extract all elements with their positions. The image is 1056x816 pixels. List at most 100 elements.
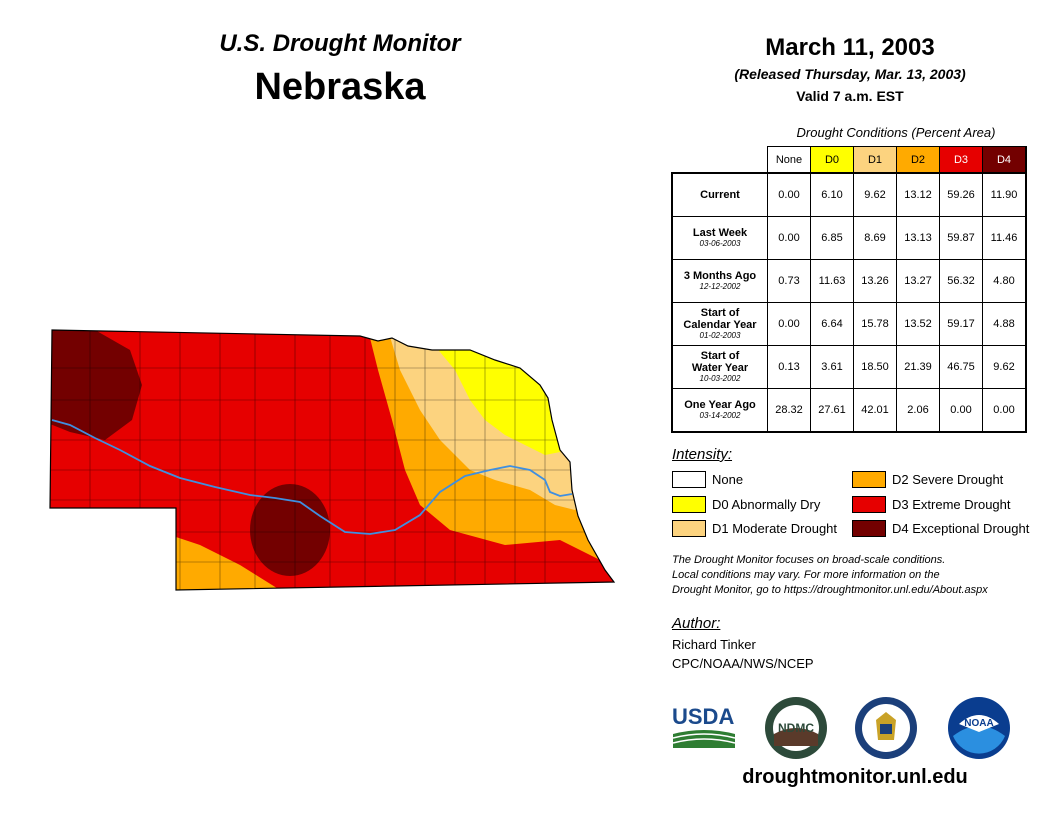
table-cell: 8.69 (853, 216, 897, 260)
table-cell: 59.87 (939, 216, 983, 260)
legend-swatch (852, 471, 886, 488)
author-org: CPC/NOAA/NWS/NCEP (672, 656, 814, 671)
nebraska-drought-map (49, 329, 616, 591)
svg-text:NDMC: NDMC (778, 721, 814, 735)
table-cell: 0.73 (767, 259, 811, 303)
table-header-row: None D0 D1 D2 D3 D4 (672, 146, 1027, 174)
svg-text:USDA: USDA (672, 704, 734, 729)
table-row: 3 Months Ago 12-12-2002 0.73 11.63 13.26 … (671, 259, 1027, 303)
d2-southwest-area (170, 535, 280, 590)
legend-swatch (672, 471, 706, 488)
table-cell: 9.62 (853, 172, 897, 217)
table-cell: 13.52 (896, 302, 940, 346)
row-label: Start of Calendar Year 01-02-2003 (671, 302, 768, 346)
row-label: 3 Months Ago 12-12-2002 (671, 259, 768, 303)
table-cell: 3.61 (810, 345, 854, 389)
col-d3: D3 (939, 146, 983, 174)
release-date: (Released Thursday, Mar. 13, 2003) (734, 66, 966, 82)
table-cell: 13.12 (896, 172, 940, 217)
legend-item-d3: D3 Extreme Drought (852, 496, 1011, 513)
row-date: 01-02-2003 (699, 331, 741, 340)
author-heading: Author: (672, 615, 721, 632)
legend-item-none: None (672, 471, 743, 488)
row-label: Last Week 03-06-2003 (671, 216, 768, 260)
row-label: Start of Water Year 10-03-2002 (671, 345, 768, 389)
table-cell: 28.32 (767, 388, 811, 433)
legend-swatch (852, 496, 886, 513)
table-row: One Year Ago 03-14-2002 28.32 27.61 42.01… (671, 388, 1027, 433)
d4-panhandle-area (50, 330, 142, 440)
legend-swatch (672, 520, 706, 537)
table-corner (672, 146, 768, 174)
table-cell: 27.61 (810, 388, 854, 433)
table-cell: 11.46 (982, 216, 1027, 260)
col-d1: D1 (853, 146, 897, 174)
table-cell: 59.17 (939, 302, 983, 346)
ndmc-logo: NDMC (764, 696, 828, 760)
table-cell: 13.13 (896, 216, 940, 260)
table-cell: 56.32 (939, 259, 983, 303)
col-none: None (767, 146, 811, 174)
commerce-seal-logo (854, 696, 918, 760)
valid-time: Valid 7 a.m. EST (796, 88, 904, 104)
legend-item-d0: D0 Abnormally Dry (672, 496, 820, 513)
row-label: One Year Ago 03-14-2002 (671, 388, 768, 433)
table-row: Last Week 03-06-2003 0.00 6.85 8.69 13.13… (671, 216, 1027, 260)
table-row: Start of Water Year 10-03-2002 0.13 3.61 1… (671, 345, 1027, 389)
table-cell: 18.50 (853, 345, 897, 389)
map-title: Nebraska (254, 66, 426, 108)
table-cell: 0.13 (767, 345, 811, 389)
author-name: Richard Tinker (672, 637, 756, 652)
legend-item-d1: D1 Moderate Drought (672, 520, 837, 537)
table-caption: Drought Conditions (Percent Area) (796, 125, 996, 140)
platte-river (51, 419, 573, 535)
row-date: 10-03-2002 (699, 374, 741, 383)
table-cell: 42.01 (853, 388, 897, 433)
table-cell: 4.88 (982, 302, 1027, 346)
table-cell: 11.90 (982, 172, 1027, 217)
table-cell: 4.80 (982, 259, 1027, 303)
usda-logo: USDA (671, 700, 737, 750)
table-cell: 6.85 (810, 216, 854, 260)
table-cell: 6.64 (810, 302, 854, 346)
table-cell: 9.62 (982, 345, 1027, 389)
row-date: 12-12-2002 (699, 282, 741, 291)
row-label: Current (671, 172, 768, 217)
drought-conditions-table: None D0 D1 D2 D3 D4 Current 0.00 6.10 9.… (671, 146, 1027, 433)
table-cell: 6.10 (810, 172, 854, 217)
col-d4: D4 (982, 146, 1027, 174)
col-d2: D2 (896, 146, 940, 174)
table-cell: 59.26 (939, 172, 983, 217)
table-cell: 13.26 (853, 259, 897, 303)
disclaimer-note: The Drought Monitor focuses on broad-sca… (672, 554, 988, 596)
map-date: March 11, 2003 (765, 34, 935, 61)
legend-swatch (672, 496, 706, 513)
d4-southwest-area (250, 484, 330, 576)
table-cell: 0.00 (767, 216, 811, 260)
table-cell: 46.75 (939, 345, 983, 389)
row-date: 03-14-2002 (699, 411, 741, 420)
state-outline (49, 329, 616, 591)
county-lines (50, 330, 614, 590)
map-subtitle: U.S. Drought Monitor (219, 30, 461, 57)
table-cell: 2.06 (896, 388, 940, 433)
legend-title: Intensity: (672, 446, 733, 463)
table-cell: 0.00 (939, 388, 983, 433)
noaa-logo: NOAA (947, 696, 1011, 760)
table-cell: 15.78 (853, 302, 897, 346)
legend-item-d2: D2 Severe Drought (852, 471, 1003, 488)
legend-swatch (852, 520, 886, 537)
col-d0: D0 (810, 146, 854, 174)
table-cell: 13.27 (896, 259, 940, 303)
row-date: 03-06-2003 (699, 239, 741, 248)
table-cell: 0.00 (767, 172, 811, 217)
table-row: Start of Calendar Year 01-02-2003 0.00 6.6… (671, 302, 1027, 346)
table-cell: 11.63 (810, 259, 854, 303)
table-row: Current 0.00 6.10 9.62 13.12 59.26 11.90 (671, 172, 1027, 217)
website-url[interactable]: droughtmonitor.unl.edu (742, 766, 968, 788)
legend-item-d4: D4 Exceptional Drought (852, 520, 1029, 537)
table-cell: 0.00 (767, 302, 811, 346)
table-cell: 0.00 (982, 388, 1027, 433)
svg-text:NOAA: NOAA (964, 718, 993, 729)
table-cell: 21.39 (896, 345, 940, 389)
